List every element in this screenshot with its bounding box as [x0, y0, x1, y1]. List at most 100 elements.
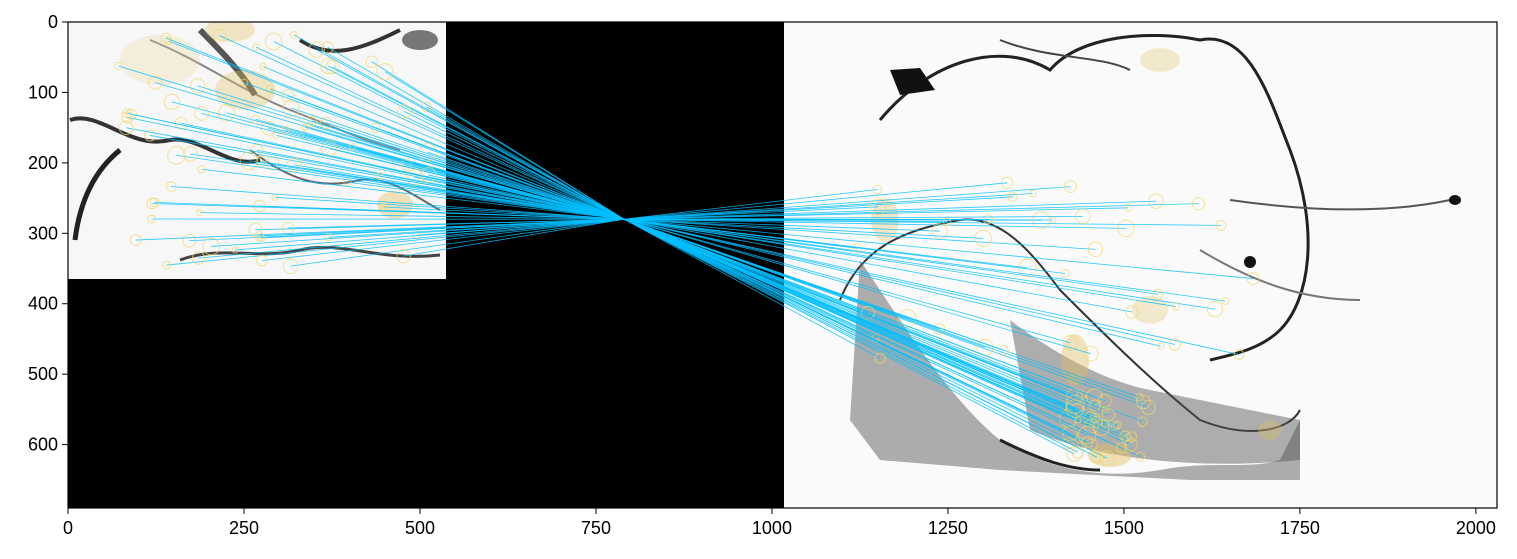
right-tissue-image — [784, 22, 1497, 508]
keypoint-circle — [1135, 393, 1144, 402]
keypoint-circle — [239, 151, 259, 171]
keypoint-circle — [1028, 189, 1037, 198]
y-tick-label: 0 — [48, 12, 58, 32]
keypoint-circle — [375, 172, 384, 181]
keypoint-circle — [250, 114, 261, 125]
keypoint-circle — [118, 120, 134, 136]
keypoint-circle — [1082, 345, 1099, 362]
y-tick-label: 300 — [28, 223, 58, 243]
keypoint-circle — [870, 198, 887, 216]
keypoint-circle — [281, 89, 295, 103]
keypoint-circle — [1093, 419, 1110, 436]
keypoint-circle — [1157, 342, 1165, 350]
keypoint-circle — [942, 217, 952, 226]
x-tick-label: 1250 — [928, 518, 968, 538]
keypoint-circle — [1062, 335, 1079, 351]
keypoint-circle — [282, 99, 300, 117]
keypoint-circle — [1112, 420, 1122, 430]
keypoint-circle — [280, 125, 290, 135]
keypoint-circle — [396, 104, 412, 119]
keypoint-circle — [202, 237, 221, 256]
keypoint-circle — [264, 32, 283, 51]
keypoint-circle — [147, 214, 157, 224]
keypoint-circle — [306, 115, 318, 127]
keypoint-circle — [129, 234, 142, 247]
keypoint-circle — [248, 222, 263, 237]
keypoint-circle — [1121, 434, 1133, 446]
keypoint-circle — [1148, 193, 1164, 209]
match-line — [190, 153, 1083, 220]
keypoint-circle — [160, 32, 172, 44]
keypoint-circle — [1064, 180, 1078, 194]
keypoint-circle — [319, 116, 333, 129]
keypoint-circle — [231, 246, 239, 254]
y-tick-label: 600 — [28, 435, 58, 455]
keypoint-circle — [1090, 415, 1103, 428]
keypoint-circle — [1060, 268, 1070, 279]
keypoint-circle — [1191, 197, 1206, 211]
keypoint-circle — [1099, 450, 1115, 466]
x-tick-label: 500 — [405, 518, 435, 538]
keypoint-circle — [324, 233, 333, 242]
keypoint-circle — [1135, 451, 1146, 462]
keypoint-circle — [1000, 176, 1014, 189]
keypoint-circle — [122, 108, 133, 119]
keypoint-circle — [167, 146, 186, 165]
keypoint-circle — [190, 78, 206, 94]
x-tick-label: 250 — [229, 518, 259, 538]
keypoint-circle — [420, 101, 432, 113]
keypoint-circle — [872, 184, 883, 195]
keypoint-circle — [286, 157, 302, 173]
keypoint-circle — [1007, 191, 1018, 202]
keypoint-circle — [1136, 394, 1151, 410]
keypoint-circle — [1215, 219, 1227, 231]
keypoint-circle — [197, 164, 206, 174]
keypoint-circle — [194, 106, 209, 121]
keypoint-circle — [343, 177, 352, 187]
keypoint-circle — [162, 260, 172, 270]
keypoint-circle — [148, 75, 163, 90]
keypoint-circle — [165, 181, 177, 192]
keypoint-circle — [1065, 399, 1085, 418]
keypoint-circle — [1246, 272, 1260, 286]
keypoint-circle — [1074, 416, 1082, 424]
keypoint-circle — [1075, 436, 1083, 444]
keypoint-circle — [252, 43, 260, 51]
keypoint-circle — [114, 61, 123, 71]
keypoint-circle — [1090, 450, 1104, 464]
keypoint-circle — [1124, 203, 1133, 212]
keypoint-circle — [1140, 399, 1156, 415]
feature-match-lines — [114, 28, 1260, 466]
keypoint-circle — [1032, 211, 1051, 230]
keypoint-circle — [266, 84, 276, 94]
keypoint-circle — [149, 197, 160, 208]
keypoint-circle — [1062, 425, 1078, 442]
keypoint-circle — [144, 129, 157, 142]
keypoint-circle — [418, 143, 437, 162]
keypoint-circle — [308, 41, 325, 58]
plot-frame — [67, 21, 1498, 509]
keypoint-circle — [376, 63, 394, 81]
keypoint-circle — [182, 146, 199, 162]
keypoint-circle — [1125, 305, 1139, 319]
keypoint-circle — [1101, 408, 1116, 422]
keypoint-circle — [240, 78, 249, 87]
keypoint-circle — [1172, 302, 1181, 311]
x-tick-label: 1750 — [1280, 518, 1320, 538]
keypoint-circle — [191, 251, 206, 265]
x-tick-label: 0 — [63, 518, 73, 538]
keypoint-circle — [1087, 241, 1104, 258]
keypoint-circle — [1097, 393, 1112, 408]
x-tick-label: 2000 — [1456, 518, 1496, 538]
keypoint-circle — [1065, 394, 1085, 414]
keypoint-circle — [282, 258, 299, 274]
keypoint-circle — [164, 37, 173, 46]
keypoint-circle — [370, 122, 381, 133]
keypoint-circle — [1124, 438, 1138, 452]
y-tick-label: 200 — [28, 153, 58, 173]
keypoint-circle — [254, 231, 264, 241]
keypoint-circle — [289, 30, 298, 39]
keypoint-circle — [1071, 446, 1084, 459]
keypoint-circle — [1221, 297, 1230, 306]
